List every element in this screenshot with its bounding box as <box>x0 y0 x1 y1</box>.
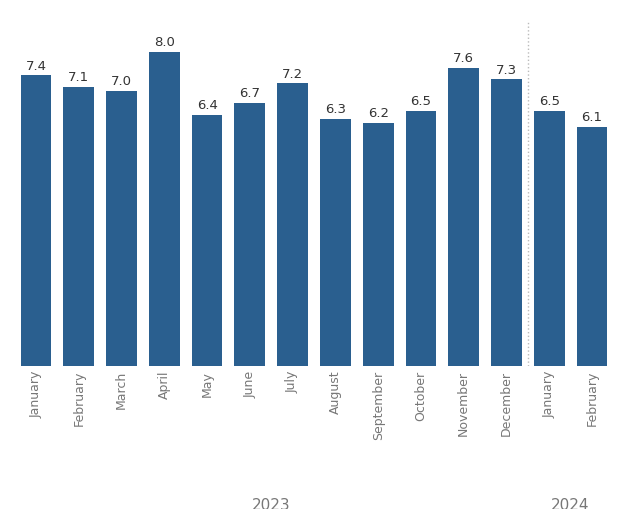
Text: 6.3: 6.3 <box>325 103 346 116</box>
Bar <box>21 75 51 366</box>
Text: 6.7: 6.7 <box>239 87 261 100</box>
Text: 2023: 2023 <box>252 498 291 509</box>
Text: 2024: 2024 <box>551 498 590 509</box>
Text: 6.1: 6.1 <box>582 111 602 124</box>
Bar <box>577 127 607 366</box>
Bar <box>406 111 436 366</box>
Bar <box>277 83 308 366</box>
Text: 6.4: 6.4 <box>197 99 217 112</box>
Bar <box>192 115 222 366</box>
Bar <box>149 52 180 366</box>
Bar <box>448 68 479 366</box>
Bar <box>363 123 394 366</box>
Text: 8.0: 8.0 <box>154 36 175 49</box>
Bar <box>106 91 137 366</box>
Bar <box>234 103 265 366</box>
Text: 6.2: 6.2 <box>367 107 389 120</box>
Text: 7.6: 7.6 <box>453 52 474 65</box>
Text: 7.1: 7.1 <box>68 71 89 84</box>
Bar <box>534 111 565 366</box>
Bar <box>63 87 94 366</box>
Text: 7.0: 7.0 <box>111 75 132 89</box>
Bar <box>491 79 522 366</box>
Bar <box>320 119 351 366</box>
Text: 7.4: 7.4 <box>26 60 46 73</box>
Text: 6.5: 6.5 <box>539 95 560 108</box>
Text: 7.2: 7.2 <box>282 68 303 80</box>
Text: 6.5: 6.5 <box>410 95 431 108</box>
Text: 7.3: 7.3 <box>496 64 517 77</box>
